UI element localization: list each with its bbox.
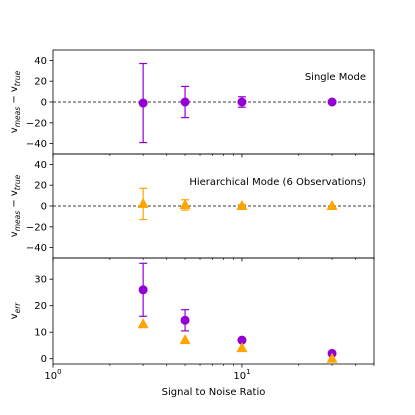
panel-data [137, 262, 338, 363]
y-tick-label: −40 [26, 243, 47, 254]
data-point [138, 98, 148, 108]
y-axis-label: vmeas − vtrue [9, 70, 22, 133]
y-tick-label: 0 [41, 98, 47, 109]
y-tick-label: 0 [41, 202, 47, 213]
data-point [326, 200, 338, 210]
y-tick-label: 20 [34, 301, 47, 312]
panel-3: 30 20 10 0 verr [9, 257, 375, 368]
data-point [179, 334, 191, 345]
data-point [237, 335, 247, 345]
x-axis-label: Signal to Noise Ratio [162, 387, 266, 398]
x-tick-label: 100 [44, 368, 61, 382]
x-tick-label: 101 [233, 368, 250, 382]
data-point [180, 97, 190, 107]
data-point [137, 318, 149, 329]
panel-annotation: Single Mode [305, 72, 366, 83]
y-tick-label: 20 [34, 181, 47, 192]
panel-data [138, 62, 337, 144]
data-point [237, 97, 247, 107]
data-point [326, 352, 338, 363]
y-axis-label: vmeas − vtrue [9, 174, 22, 237]
data-point [138, 285, 148, 295]
y-tick-label: 20 [34, 77, 47, 88]
data-point [180, 315, 190, 325]
y-tick-label: 0 [41, 354, 47, 365]
y-tick-label: 30 [34, 275, 47, 286]
panel-1: 40 20 0 −20 −40 Single Mode vmeas − vtrue [9, 49, 375, 158]
y-tick-label: −20 [26, 118, 47, 129]
data-point [236, 200, 248, 210]
y-tick-label: 10 [34, 328, 47, 339]
panel-frame [52, 257, 375, 365]
y-axis-label: verr [9, 302, 22, 320]
panel-2: 40 20 0 −20 −40 Hierarchical Mode (6 Observat… [9, 153, 375, 262]
data-point [179, 198, 191, 209]
data-point [327, 97, 337, 107]
y-tick-label: 40 [34, 160, 47, 171]
data-point [236, 342, 248, 353]
panel-data [137, 187, 338, 221]
panel-annotation: Hierarchical Mode (6 Observations) [189, 177, 366, 188]
y-tick-label: −20 [26, 222, 47, 233]
data-point [137, 197, 149, 208]
y-tick-label: 40 [34, 56, 47, 67]
y-tick-label: −40 [26, 139, 47, 150]
